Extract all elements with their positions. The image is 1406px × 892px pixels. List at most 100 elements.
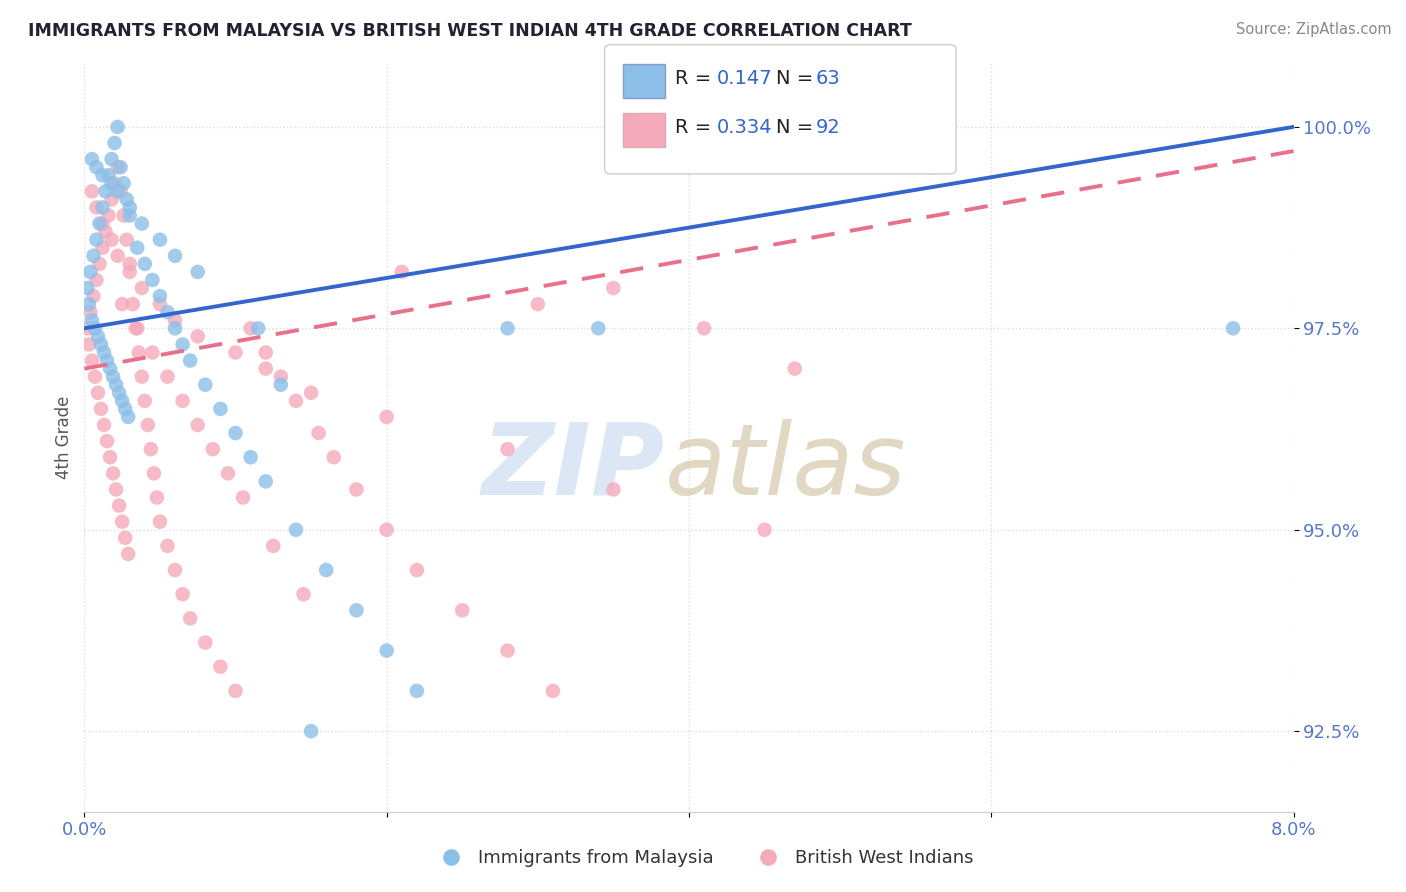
Point	[97, 209, 120, 223]
Point	[165, 563, 187, 577]
Point	[165, 321, 187, 335]
Point	[375, 523, 398, 537]
Point	[541, 684, 564, 698]
Point	[128, 345, 150, 359]
Point	[108, 385, 131, 400]
Point	[84, 321, 107, 335]
Point	[107, 120, 129, 134]
Point	[86, 273, 108, 287]
Point	[131, 217, 153, 231]
Point	[187, 265, 209, 279]
Point	[172, 393, 194, 408]
Point	[90, 401, 112, 416]
Point	[77, 297, 100, 311]
Point	[101, 467, 124, 481]
Point	[114, 531, 136, 545]
Point	[315, 563, 337, 577]
Point	[101, 369, 124, 384]
Point	[77, 337, 100, 351]
Point	[111, 515, 134, 529]
Point	[693, 321, 716, 335]
Point	[602, 281, 624, 295]
Text: Source: ZipAtlas.com: Source: ZipAtlas.com	[1236, 22, 1392, 37]
Point	[406, 684, 429, 698]
Point	[187, 329, 209, 343]
Point	[105, 377, 128, 392]
Point	[239, 321, 262, 335]
Point	[127, 241, 149, 255]
Point	[84, 369, 107, 384]
Point	[80, 152, 103, 166]
Point	[115, 193, 138, 207]
Point	[156, 539, 179, 553]
Point	[96, 434, 118, 449]
Point	[127, 321, 149, 335]
Point	[134, 393, 156, 408]
Point	[406, 563, 429, 577]
Point	[105, 483, 128, 497]
Point	[90, 337, 112, 351]
Point	[91, 217, 114, 231]
Point	[76, 281, 98, 295]
Point	[149, 297, 172, 311]
Point	[247, 321, 270, 335]
Point	[121, 297, 143, 311]
Point	[111, 393, 134, 408]
Point	[100, 193, 122, 207]
Point	[112, 209, 135, 223]
Point	[920, 160, 942, 174]
Point	[107, 160, 129, 174]
Point	[299, 385, 322, 400]
Point	[117, 547, 139, 561]
Point	[98, 450, 121, 465]
Point	[292, 587, 315, 601]
Point	[80, 185, 103, 199]
Point	[346, 483, 368, 497]
Point	[94, 225, 117, 239]
Point	[104, 176, 127, 190]
Point	[80, 353, 103, 368]
Point	[86, 201, 108, 215]
Point	[375, 643, 398, 657]
Point	[172, 587, 194, 601]
Point	[112, 176, 135, 190]
Text: R =: R =	[675, 118, 717, 137]
Point	[100, 233, 122, 247]
Point	[201, 442, 224, 457]
Point	[96, 353, 118, 368]
Y-axis label: 4th Grade: 4th Grade	[55, 395, 73, 479]
Point	[91, 168, 114, 182]
Point	[254, 475, 277, 489]
Point	[108, 499, 131, 513]
Point	[270, 377, 292, 392]
Point	[1222, 321, 1244, 335]
Text: N =: N =	[776, 69, 820, 88]
Legend: Immigrants from Malaysia, British West Indians: Immigrants from Malaysia, British West I…	[426, 842, 980, 874]
Point	[149, 515, 172, 529]
Text: 0.147: 0.147	[717, 69, 773, 88]
Text: 92: 92	[815, 118, 841, 137]
Point	[86, 233, 108, 247]
Text: N =: N =	[776, 118, 820, 137]
Point	[239, 450, 262, 465]
Point	[89, 217, 111, 231]
Point	[115, 233, 138, 247]
Point	[111, 297, 134, 311]
Point	[754, 523, 776, 537]
Point	[308, 425, 330, 440]
Point	[225, 345, 247, 359]
Point	[172, 337, 194, 351]
Point	[97, 168, 120, 182]
Point	[496, 643, 519, 657]
Point	[98, 361, 121, 376]
Point	[187, 417, 209, 432]
Point	[232, 491, 254, 505]
Point	[194, 377, 217, 392]
Point	[496, 321, 519, 335]
Point	[110, 160, 132, 174]
Point	[375, 409, 398, 424]
Point	[496, 442, 519, 457]
Point	[76, 321, 98, 335]
Point	[118, 201, 141, 215]
Point	[100, 152, 122, 166]
